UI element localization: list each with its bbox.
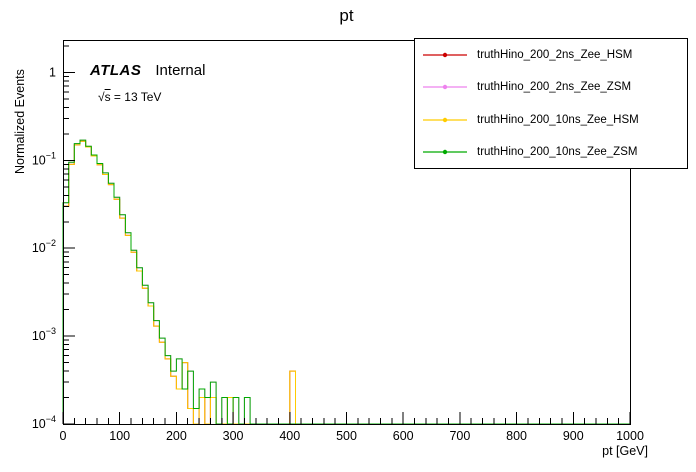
atlas-status-label: Internal: [155, 62, 206, 79]
series-truthHino_200_10ns_Zee_ZSM: [62, 139, 630, 425]
legend-label: truthHino_200_10ns_Zee_ZSM: [477, 145, 638, 158]
series-group: [62, 139, 630, 425]
atlas-wordmark: ATLAS: [90, 62, 142, 79]
legend-marker: [442, 149, 448, 155]
x-tick-label: 900: [563, 429, 584, 443]
legend-label: truthHino_200_2ns_Zee_HSM: [477, 49, 633, 62]
legend-item: truthHino_200_2ns_Zee_ZSM: [415, 71, 687, 103]
series-truthHino_200_10ns_Zee_HSM: [62, 140, 630, 425]
energy-label: √s = 13 TeV: [98, 90, 161, 104]
x-tick-label: 500: [336, 429, 357, 443]
sqrt-icon: √: [98, 90, 105, 104]
y-tick-label: 10−3: [32, 326, 56, 343]
legend-marker: [442, 52, 448, 58]
legend-sample-line: [423, 85, 467, 90]
x-tick-label: 400: [279, 429, 300, 443]
y-tick-label: 1: [49, 65, 56, 79]
energy-value: = 13 TeV: [110, 90, 162, 104]
legend-label: truthHino_200_10ns_Zee_HSM: [477, 113, 639, 126]
x-tick-label: 0: [60, 429, 67, 443]
legend-marker: [442, 117, 448, 122]
plot-frame: [63, 40, 631, 425]
legend-sample-line: [423, 149, 467, 155]
legend-item: truthHino_200_10ns_Zee_ZSM: [415, 136, 687, 168]
y-tick-label: 10−2: [32, 238, 56, 255]
legend-sample-line: [423, 52, 467, 58]
legend-label: truthHino_200_2ns_Zee_ZSM: [477, 81, 632, 94]
legend-marker: [442, 85, 448, 90]
x-tick-label: 600: [393, 429, 414, 443]
series-truthHino_200_2ns_Zee_HSM: [62, 140, 630, 425]
x-tick-label: 100: [109, 429, 130, 443]
x-tick-label: 800: [506, 429, 527, 443]
x-tick-label: 300: [223, 429, 244, 443]
atlas-label: ATLAS Internal: [90, 62, 205, 79]
x-tick-label: 1000: [616, 429, 644, 443]
legend-item: truthHino_200_10ns_Zee_HSM: [415, 104, 687, 136]
y-axis-title: Normalized Events: [13, 69, 27, 174]
x-tick-label: 200: [166, 429, 187, 443]
axes-group: 0 100 200 300 400 500 600 700 800 900 1000 1 10−1 10−…: [32, 40, 644, 443]
x-axis-title: pt [GeV]: [602, 444, 648, 458]
legend-sample-line: [423, 117, 467, 122]
legend-item: truthHino_200_2ns_Zee_HSM: [415, 39, 687, 71]
x-tick-label: 700: [449, 429, 470, 443]
legend: truthHino_200_2ns_Zee_HSM truthHino_200_2…: [414, 38, 688, 169]
plot-title: pt: [339, 6, 354, 25]
y-tick-label: 10−1: [32, 150, 56, 167]
y-tick-label: 10−4: [32, 414, 56, 431]
series-truthHino_200_2ns_Zee_ZSM: [62, 139, 630, 425]
sqrt-s-symbol: s: [104, 90, 111, 104]
